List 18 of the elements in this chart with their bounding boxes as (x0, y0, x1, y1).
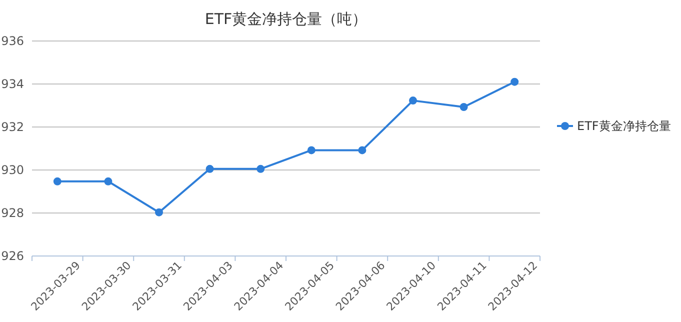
point (409, 96, 417, 105)
y-tick-label: 928 (1, 206, 24, 220)
y-tick-label: 930 (1, 163, 24, 177)
legend-label: ETF黄金净持仓量 (577, 119, 671, 133)
point (104, 177, 112, 186)
point (206, 164, 214, 173)
y-tick-label: 936 (1, 34, 24, 48)
y-tick-label: 932 (1, 120, 24, 134)
point (307, 146, 316, 154)
y-tick-label: 926 (1, 249, 24, 263)
point (460, 103, 468, 112)
chart-title: ETF黄金净持仓量（吨） (204, 10, 368, 28)
point (358, 146, 366, 154)
point (256, 164, 265, 173)
point (510, 78, 519, 86)
y-tick-label: 934 (1, 77, 24, 91)
point (155, 208, 163, 216)
point (53, 177, 62, 186)
